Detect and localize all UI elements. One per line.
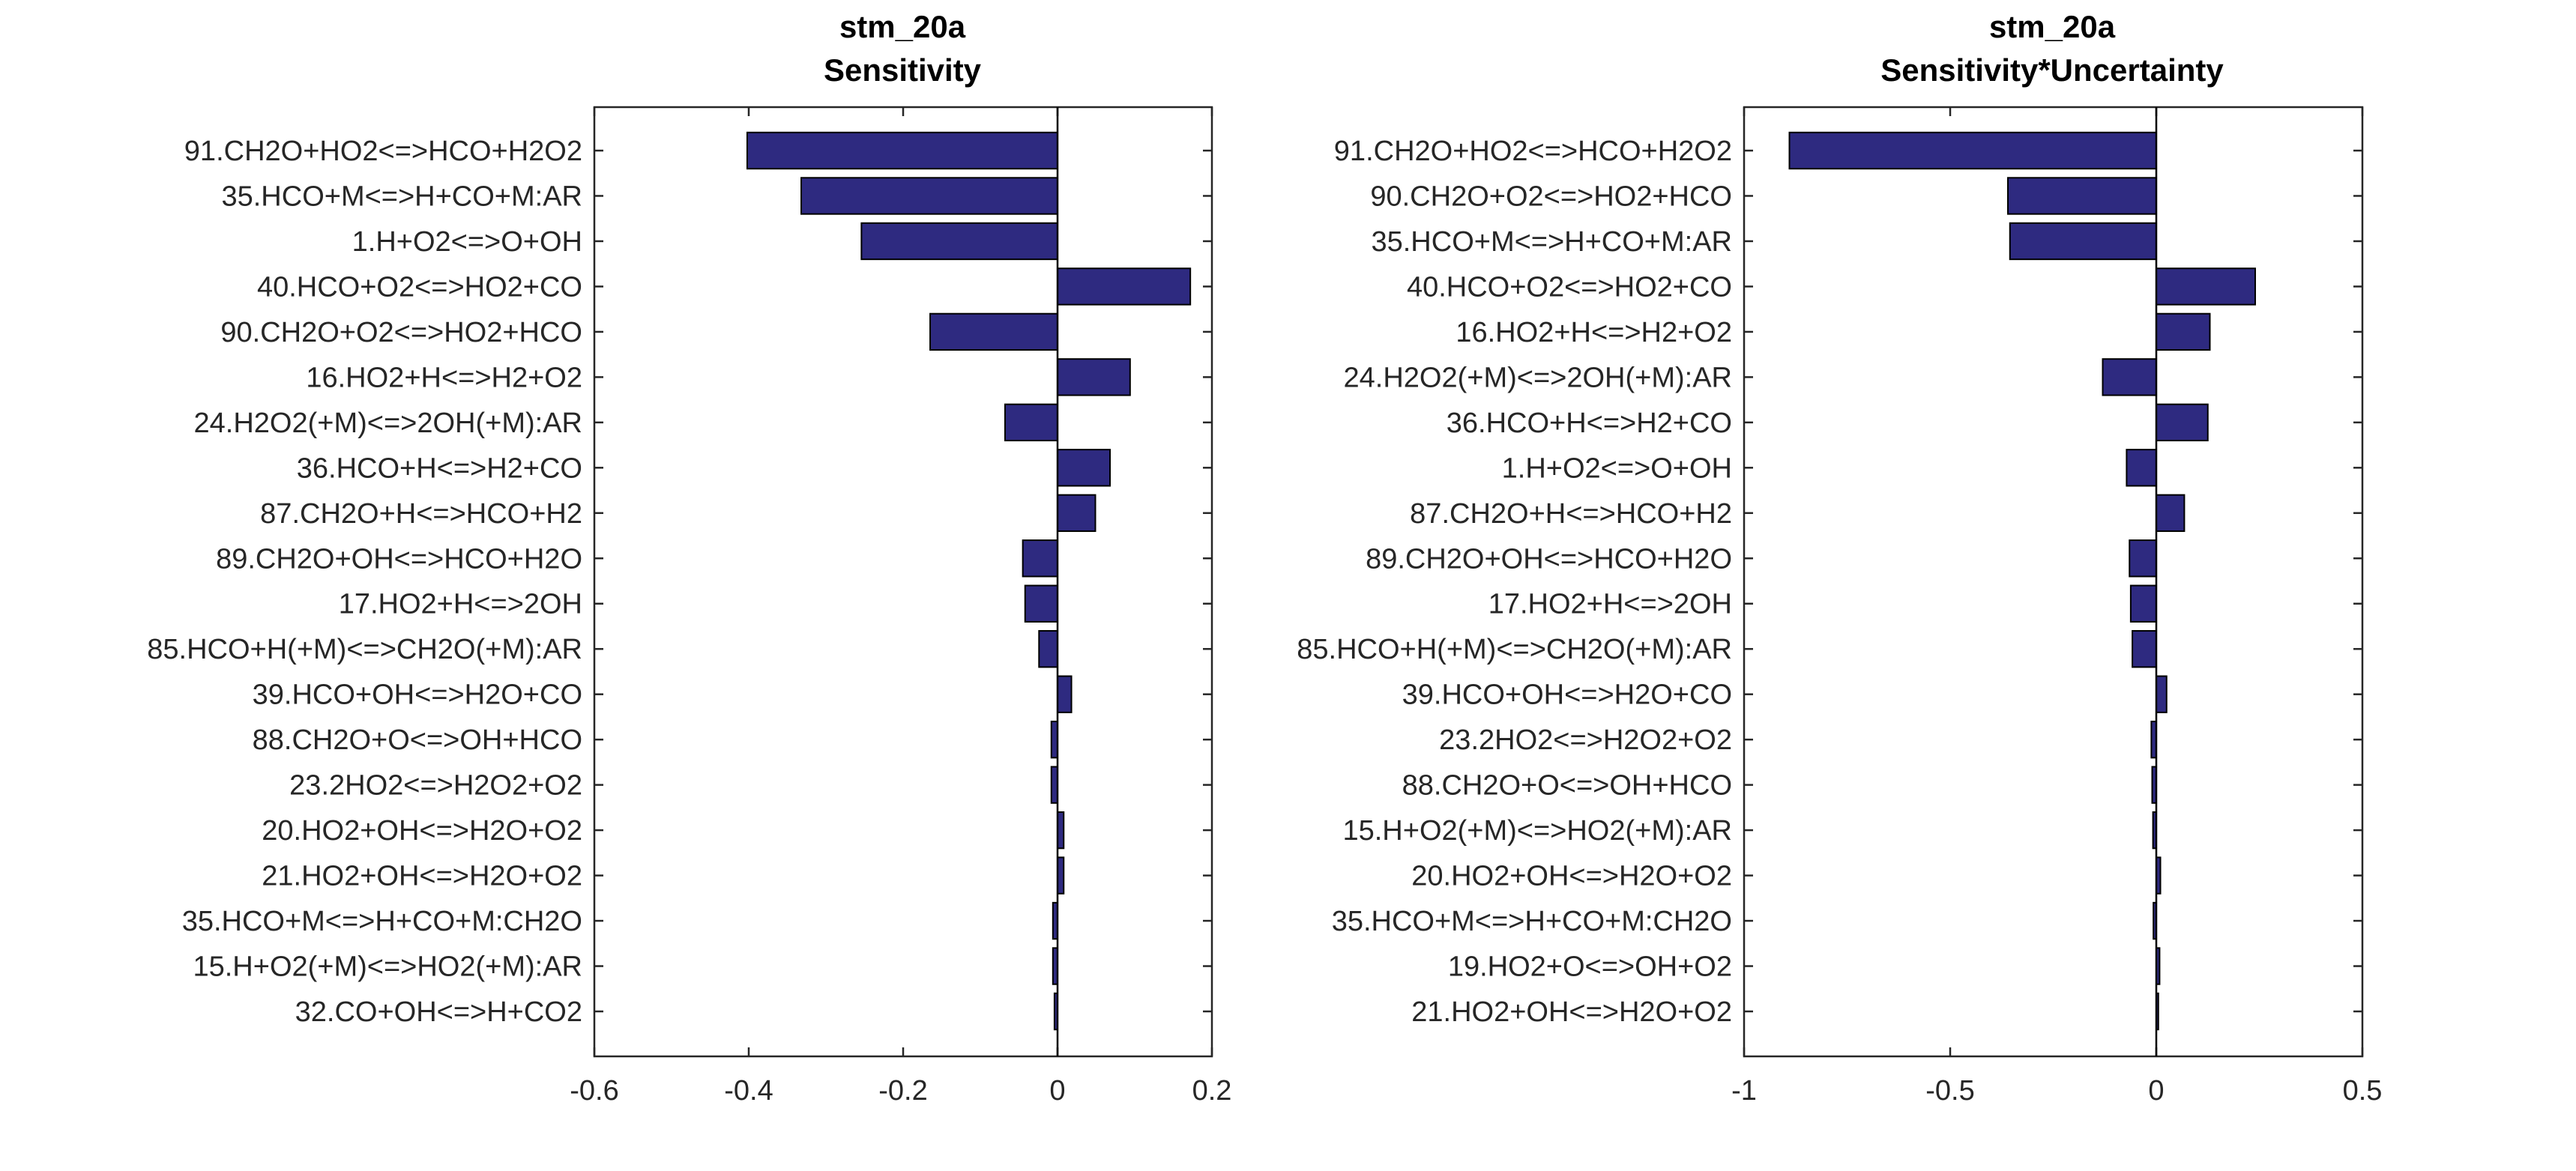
panel-title: stm_20a (1989, 9, 2116, 44)
bar (1057, 494, 1097, 532)
bar (1057, 358, 1131, 396)
category-label: 15.H+O2(+M)<=>HO2(+M):AR (1342, 815, 1732, 847)
bar (2156, 675, 2168, 713)
category-label: 91.CH2O+HO2<=>HCO+H2O2 (184, 136, 582, 167)
category-label: 21.HO2+OH<=>H2O+O2 (1411, 996, 1732, 1028)
category-label: 85.HCO+H(+M)<=>CH2O(+M):AR (147, 634, 582, 665)
category-label: 36.HCO+H<=>H2+CO (297, 453, 582, 484)
category-label: 36.HCO+H<=>H2+CO (1447, 408, 1732, 439)
category-label: 24.H2O2(+M)<=>2OH(+M):AR (1344, 362, 1732, 393)
category-label: 19.HO2+O<=>OH+O2 (1448, 951, 1732, 983)
bar (746, 131, 1058, 170)
x-tick-label: 0 (1049, 1075, 1065, 1107)
bar (1057, 267, 1192, 306)
x-tick-label: -0.5 (1925, 1075, 1974, 1107)
category-label: 40.HCO+O2<=>HO2+CO (1407, 271, 1732, 303)
bar (1788, 131, 2157, 170)
bar (2156, 403, 2209, 442)
category-label: 35.HCO+M<=>H+CO+M:CH2O (1332, 906, 1732, 937)
panel-subtitle: Sensitivity*Uncertainty (1880, 52, 2224, 88)
category-label: 90.CH2O+O2<=>HO2+HCO (220, 317, 582, 348)
category-label: 89.CH2O+OH<=>HCO+H2O (216, 543, 582, 575)
x-tick-label: 0.2 (1192, 1075, 1232, 1107)
category-label: 90.CH2O+O2<=>HO2+HCO (1370, 181, 1732, 212)
category-label: 23.2HO2<=>H2O2+O2 (1439, 724, 1732, 756)
x-tick-label: -1 (1731, 1075, 1757, 1107)
x-tick-label: -0.2 (878, 1075, 927, 1107)
category-label: 24.H2O2(+M)<=>2OH(+M):AR (194, 408, 582, 439)
category-label: 17.HO2+H<=>2OH (339, 589, 582, 620)
panel-title: stm_20a (839, 9, 966, 44)
bar (2007, 177, 2157, 215)
category-label: 35.HCO+M<=>H+CO+M:CH2O (182, 906, 582, 937)
bar (1004, 403, 1058, 442)
category-label: 85.HCO+H(+M)<=>CH2O(+M):AR (1297, 634, 1732, 665)
bar (2132, 630, 2158, 668)
category-label: 88.CH2O+O<=>OH+HCO (1402, 770, 1732, 802)
panel-subtitle: Sensitivity (824, 52, 982, 88)
bar (2009, 222, 2157, 261)
category-label: 23.2HO2<=>H2O2+O2 (289, 770, 582, 802)
x-tick-label: 0 (2148, 1075, 2164, 1107)
sensitivity-panel: stm_20a Sensitivity -0.6 -0.4 -0.2 0 0.2 91.C… (147, 9, 1231, 1107)
bar (929, 312, 1059, 351)
bar (1038, 630, 1059, 668)
x-tick-label: -0.6 (570, 1075, 618, 1107)
category-label: 39.HCO+OH<=>H2O+CO (1402, 680, 1732, 711)
category-label: 91.CH2O+HO2<=>HCO+H2O2 (1334, 136, 1732, 167)
bar (2129, 584, 2157, 623)
category-label: 35.HCO+M<=>H+CO+M:AR (1371, 226, 1732, 258)
axes-box (1743, 106, 2364, 1058)
category-label: 21.HO2+OH<=>H2O+O2 (262, 861, 582, 892)
category-label: 1.H+O2<=>O+OH (352, 226, 582, 258)
x-tick-label: 0.5 (2343, 1075, 2383, 1107)
category-label: 17.HO2+H<=>2OH (1488, 589, 1732, 620)
bar (2102, 358, 2157, 396)
x-tick-label: -0.4 (724, 1075, 773, 1107)
category-label: 16.HO2+H<=>H2+O2 (1456, 317, 1732, 348)
category-label: 15.H+O2(+M)<=>HO2(+M):AR (193, 951, 582, 983)
category-label: 16.HO2+H<=>H2+O2 (306, 362, 582, 393)
category-label: 88.CH2O+O<=>OH+HCO (253, 724, 582, 756)
category-label: 20.HO2+OH<=>H2O+O2 (262, 815, 582, 847)
category-label: 39.HCO+OH<=>H2O+CO (253, 680, 582, 711)
category-label: 32.CO+OH<=>H+CO2 (295, 996, 582, 1028)
bar (1022, 539, 1059, 578)
bar (1024, 584, 1058, 623)
bar (1057, 675, 1073, 713)
bar (800, 177, 1059, 215)
bar (1057, 449, 1111, 487)
bar (2156, 267, 2256, 306)
category-label: 1.H+O2<=>O+OH (1502, 453, 1732, 484)
bar (2156, 312, 2211, 351)
sensitivity-uncertainty-panel: stm_20a Sensitivity*Uncertainty -1 -0.5 0 0… (1297, 9, 2382, 1107)
category-label: 35.HCO+M<=>H+CO+M:AR (221, 181, 582, 212)
bar (2126, 449, 2157, 487)
category-label: 20.HO2+OH<=>H2O+O2 (1411, 861, 1732, 892)
category-label: 87.CH2O+H<=>HCO+H2 (260, 498, 582, 530)
bar (2129, 539, 2157, 578)
category-label: 87.CH2O+H<=>HCO+H2 (1410, 498, 1732, 530)
bar (860, 222, 1058, 261)
category-label: 89.CH2O+OH<=>HCO+H2O (1366, 543, 1732, 575)
bar (2156, 494, 2186, 532)
category-label: 40.HCO+O2<=>HO2+CO (257, 271, 582, 303)
